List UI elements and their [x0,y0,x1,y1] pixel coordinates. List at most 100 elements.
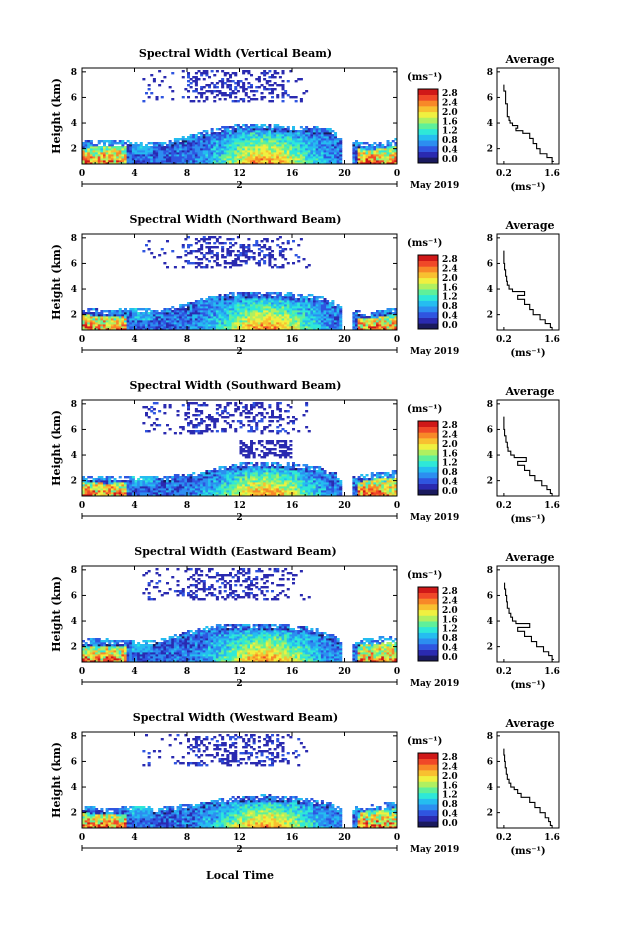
heatmap-cell [229,80,232,82]
heatmap-cell [145,476,148,478]
heatmap-cell [211,266,214,268]
heatmap-cell [205,84,208,86]
heatmap-cell [203,420,206,422]
heatmap-cell [250,98,253,100]
heatmap-cell [245,416,248,418]
x-tick-label: 8 [184,335,190,345]
heatmap-cell [274,292,277,294]
heatmap-cell [195,72,198,74]
heatmap-cell [274,264,277,266]
heatmap-cell [95,478,98,480]
heatmap-cell [203,70,206,72]
heatmap-cell [263,244,266,246]
heatmap-cell [373,142,376,144]
heatmap-cell [205,404,208,406]
heatmap-cell [114,140,117,142]
heatmap-cell [208,428,211,430]
spectral-width-heatmap [82,402,397,496]
heatmap-cell [331,130,334,132]
heatmap-cell [287,262,290,264]
heatmap-cell [219,466,222,468]
colorbar-swatch [418,318,438,324]
heatmap-cell [274,124,277,126]
heatmap-cell [245,404,248,406]
heatmap-cell [150,476,153,478]
heatmap-cell [163,480,166,482]
heatmap-cell [153,402,156,404]
heatmap-cell [114,146,117,148]
heatmap-cell [242,410,245,412]
heatmap-cell [216,470,219,472]
heatmap-cell [237,254,240,256]
heatmap-cell [289,248,292,250]
heatmap-cell [195,408,198,410]
heatmap-cell [274,296,277,298]
heatmap-cell [271,266,274,268]
heatmap-cell [200,298,203,300]
heatmap-cell [240,252,243,254]
heatmap-cell [284,258,287,260]
colorbar-swatch [418,312,438,318]
heatmap-cell [158,70,161,72]
heatmap-cell [271,74,274,76]
heatmap-cell [234,258,237,260]
heatmap-cell [184,304,187,306]
heatmap-cell [234,72,237,74]
heatmap-cell [242,448,245,450]
y-tick-label: 8 [71,234,77,244]
heatmap-cell [253,402,256,404]
heatmap-cell [195,424,198,426]
heatmap-cell [266,292,269,294]
colorbar-swatch [418,306,438,312]
heatmap-cell [169,404,172,406]
heatmap-cell [255,98,258,100]
heatmap-cell [268,246,271,248]
heatmap-cell [253,124,256,126]
heatmap-cell [203,300,206,302]
heatmap-cell [289,96,292,98]
heatmap-cell [258,406,261,408]
heatmap-cell [190,262,193,264]
heatmap-cell [158,478,161,480]
heatmap-cell [240,126,243,128]
heatmap-cell [184,412,187,414]
heatmap-cell [208,470,211,472]
heatmap-cell [232,292,235,294]
heatmap-cell [232,80,235,82]
heatmap-cell [163,146,166,148]
heatmap-cell [387,140,390,142]
heatmap-cell [195,476,198,478]
heatmap-cell [258,402,261,404]
colorbar-swatch [418,89,438,95]
heatmap-cell [276,84,279,86]
heatmap-cell [205,242,208,244]
heatmap-cell [247,256,250,258]
heatmap-cell [232,238,235,240]
heatmap-cell [187,302,190,304]
heatmap-cell [232,414,235,416]
heatmap-cell [158,424,161,426]
heatmap-cell [242,82,245,84]
heatmap-cell [190,86,193,88]
heatmap-cell [213,96,216,98]
heatmap-cell [274,70,277,72]
heatmap-cell [313,126,316,128]
heatmap-cell [203,430,206,432]
heatmap-cell [93,478,96,480]
heatmap-cell [258,86,261,88]
heatmap-cell [158,84,161,86]
heatmap-cell [282,242,285,244]
colorbar-swatch [418,95,438,101]
heatmap-cell [284,128,287,130]
heatmap-cell [87,480,90,482]
heatmap-cell [274,76,277,78]
heatmap-cell [200,238,203,240]
heatmap-cell [268,92,271,94]
heatmap-cell [148,240,151,242]
heatmap-cell [261,450,264,452]
heatmap-cell [156,142,159,144]
heatmap-cell [127,480,130,482]
heatmap-cell [208,260,211,262]
heatmap-cell [268,100,271,102]
heatmap-cell [177,474,180,476]
